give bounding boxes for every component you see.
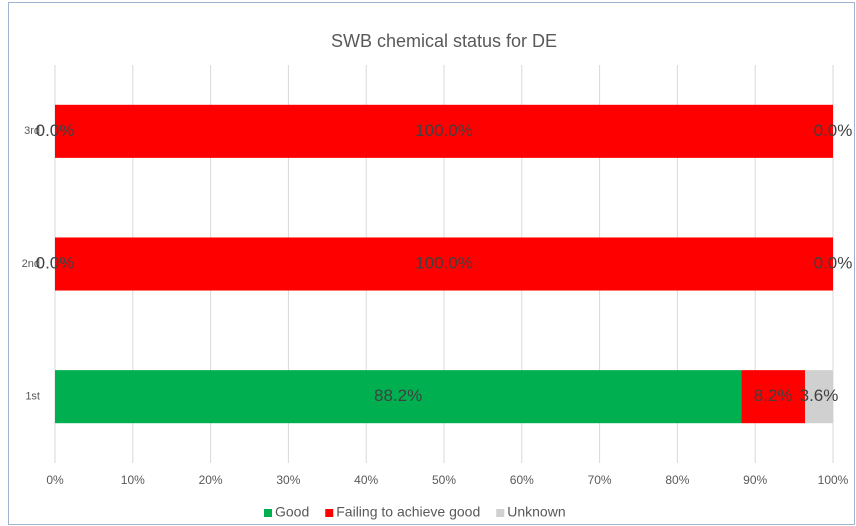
x-tick-label: 0% [46, 473, 64, 487]
data-label: 88.2% [374, 386, 422, 405]
bar-segment [804, 370, 833, 424]
data-label: 100.0% [415, 253, 473, 272]
bar-segment [55, 237, 833, 291]
legend-label: Unknown [507, 504, 565, 520]
data-label: 8.2% [754, 386, 793, 405]
x-tick-label: 40% [354, 473, 378, 487]
x-tick-label: 90% [743, 473, 767, 487]
x-tick-label: 50% [432, 473, 456, 487]
data-label: 3.6% [800, 386, 839, 405]
x-tick-label: 30% [276, 473, 300, 487]
legend-swatch [264, 509, 272, 517]
bar-segment [55, 104, 833, 158]
data-label: 0.0% [36, 253, 75, 272]
chart-title: SWB chemical status for DE [331, 31, 557, 51]
y-tick-label: 1st [25, 391, 40, 403]
legend-label: Good [275, 504, 309, 520]
data-label: 0.0% [36, 121, 75, 140]
legend-swatch [325, 509, 334, 517]
legend-swatch [496, 509, 505, 517]
data-label: 0.0% [814, 121, 853, 140]
x-tick-label: 100% [818, 473, 849, 487]
data-label: 100.0% [415, 121, 473, 140]
x-tick-label: 60% [510, 473, 534, 487]
x-tick-label: 20% [199, 473, 223, 487]
data-label: 0.0% [814, 253, 853, 272]
x-tick-label: 70% [588, 473, 612, 487]
legend-label: Failing to achieve good [336, 504, 480, 520]
bar-segment [55, 370, 742, 424]
y-tick-label: 2nd [22, 258, 40, 270]
bar-segment [741, 370, 805, 424]
x-tick-label: 10% [121, 473, 145, 487]
y-tick-label: 3rd [24, 125, 40, 137]
x-tick-label: 80% [665, 473, 689, 487]
